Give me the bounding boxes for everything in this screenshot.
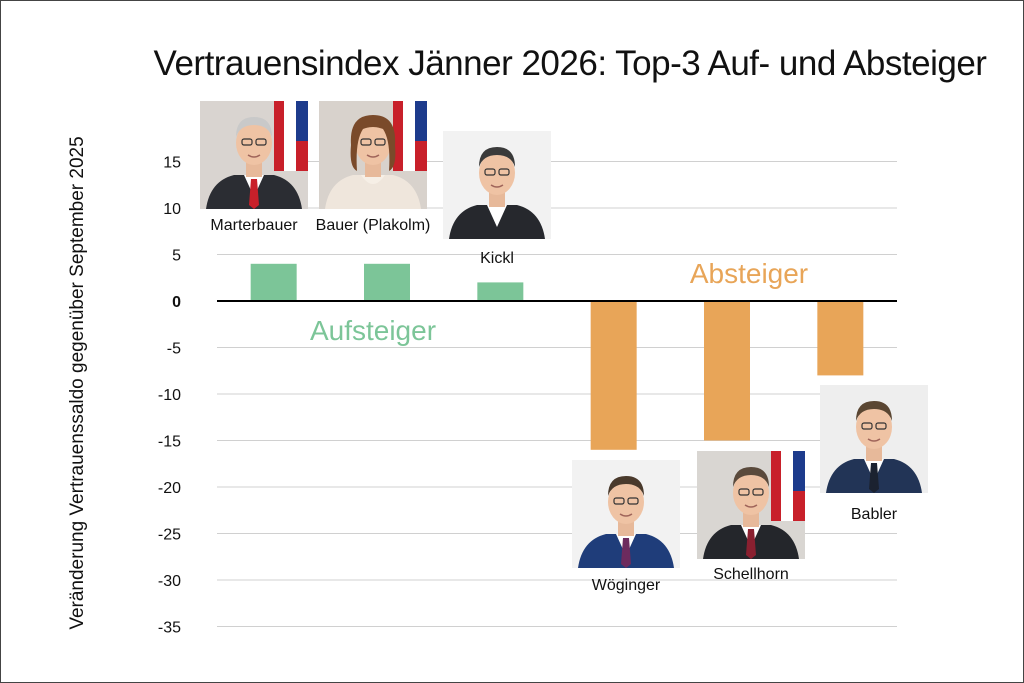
y-tick-labels: 15 10 5 0 -5 -10 -15 -20 -25 -30 -35 (158, 155, 181, 637)
y-tick-label: -20 (158, 480, 181, 497)
portrait-marterbauer (200, 101, 308, 209)
bar-bauer-plakolm (364, 263, 410, 301)
category-label-marterbauer: Marterbauer (210, 217, 298, 234)
y-tick-label: -35 (158, 620, 181, 637)
y-tick-label: 0 (172, 294, 181, 311)
category-label-w-ginger: Wöginger (591, 577, 661, 594)
portrait-kickl (443, 131, 551, 239)
annotation-aufsteiger: Aufsteiger (310, 315, 436, 346)
portrait-bauer-plakolm (319, 101, 427, 209)
portrait-babler (820, 385, 928, 493)
y-tick-label: 15 (163, 155, 181, 172)
chart-title: Vertrauensindex Jänner 2026: Top-3 Auf- … (153, 44, 987, 83)
y-tick-label: 5 (172, 248, 181, 265)
y-tick-label: -25 (158, 527, 181, 544)
annotations: Aufsteiger Absteiger (310, 258, 808, 346)
bar-babler (817, 301, 864, 376)
y-tick-label: -30 (158, 573, 181, 590)
y-tick-label: -15 (158, 434, 181, 451)
bar-w-ginger (590, 301, 637, 450)
y-tick-label: -10 (158, 387, 181, 404)
portrait-w-ginger (572, 460, 680, 568)
category-label-babler: Babler (850, 506, 898, 523)
y-tick-label: -5 (167, 341, 181, 358)
category-label-kickl: Kickl (480, 250, 514, 267)
grid-lines (217, 161, 897, 627)
annotation-absteiger: Absteiger (690, 258, 808, 289)
category-label-bauer-plakolm: Bauer (Plakolm) (315, 217, 431, 234)
bar-kickl (477, 282, 524, 301)
bar-marterbauer (250, 263, 297, 301)
y-tick-label: 10 (163, 201, 181, 218)
portrait-schellhorn (697, 451, 805, 559)
bar-schellhorn (704, 301, 750, 441)
bars (250, 263, 864, 450)
category-label-schellhorn: Schellhorn (713, 566, 789, 583)
